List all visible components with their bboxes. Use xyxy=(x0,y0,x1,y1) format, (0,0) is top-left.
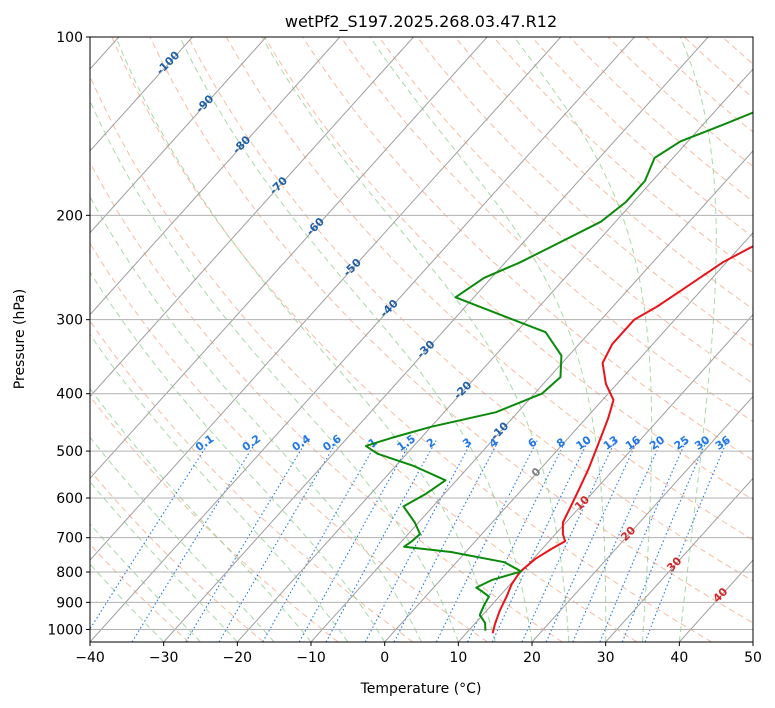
y-tick-label: 100 xyxy=(56,30,83,46)
isotherm-line xyxy=(90,37,194,152)
x-tick-label: 20 xyxy=(523,650,541,666)
moist-adiabat-line xyxy=(179,37,533,642)
isotherm-line xyxy=(162,37,709,642)
y-tick-label: 900 xyxy=(56,595,83,611)
dry-adiabat-line xyxy=(149,37,753,624)
y-tick-label: 200 xyxy=(56,208,83,224)
x-tick-label: 0 xyxy=(380,650,389,666)
mixing-ratio-line xyxy=(599,440,687,642)
moist-adiabat-line xyxy=(90,436,275,642)
isotherm-line xyxy=(236,68,753,642)
x-tick-label: 50 xyxy=(744,650,762,666)
y-tick-label: 800 xyxy=(56,565,83,581)
isotherm-line xyxy=(90,37,415,398)
moist-adiabat-line xyxy=(369,37,607,642)
isotherm-line xyxy=(531,395,753,642)
moist-adiabat-line xyxy=(90,333,349,642)
isotherm-line xyxy=(90,37,267,234)
x-tick-label: 40 xyxy=(670,650,688,666)
isotherm-line xyxy=(90,37,562,561)
plot-frame xyxy=(89,36,754,643)
temperature-profile-line xyxy=(491,245,753,634)
x-tick-label: 30 xyxy=(597,650,615,666)
y-tick-label: 700 xyxy=(56,531,83,547)
mixing-ratio-line xyxy=(325,440,437,642)
moist-adiabat-line xyxy=(90,99,459,642)
x-tick-label: −40 xyxy=(75,650,105,666)
moist-adiabat-line xyxy=(678,37,717,642)
y-axis: 100 200 300 400 500 600 700 800 900 1000 xyxy=(47,30,90,638)
dry-adiabat-line xyxy=(454,37,753,310)
isotherm-line xyxy=(90,37,636,642)
mixing-ratio-line xyxy=(218,440,338,642)
isotherm-line xyxy=(310,150,753,642)
dry-adiabat-line xyxy=(90,161,563,642)
moist-adiabat-line xyxy=(90,271,386,642)
isotherm-line xyxy=(90,37,341,316)
dry-adiabat-line xyxy=(90,469,264,642)
x-tick-label: −10 xyxy=(296,650,326,666)
moist-adiabat-line xyxy=(513,37,653,642)
x-tick-label: 10 xyxy=(449,650,467,666)
mixing-ratio-line xyxy=(262,440,379,642)
mixing-ratio-line xyxy=(521,440,616,642)
x-axis-label: Temperature (°C) xyxy=(360,681,482,697)
y-tick-label: 600 xyxy=(56,491,83,507)
isotherm-line xyxy=(383,231,753,642)
y-tick-label: 300 xyxy=(56,313,83,329)
x-axis: −40 −30 −20 −10 0 10 20 30 40 50 xyxy=(75,642,762,666)
mixing-ratio-line xyxy=(185,440,308,642)
y-tick-label: 1000 xyxy=(47,622,83,638)
mixing-ratio-line xyxy=(545,440,638,642)
mixing-ratio-line xyxy=(572,440,663,642)
y-axis-label: Pressure (hPa) xyxy=(12,289,28,389)
moist-adiabat-line xyxy=(90,481,238,642)
profile-series xyxy=(364,111,753,634)
moist-adiabat-line xyxy=(115,37,496,642)
moist-adiabat-line xyxy=(261,37,570,642)
mixing-ratio-line xyxy=(131,440,258,642)
isotherm-line xyxy=(90,37,488,480)
isotherm-line xyxy=(604,477,753,642)
mixing-ratio-line xyxy=(90,440,211,630)
x-tick-label: −20 xyxy=(223,650,253,666)
pressure-gridlines xyxy=(90,37,753,630)
y-tick-label: 500 xyxy=(56,444,83,460)
mixing-ratio-line xyxy=(467,440,567,642)
isotherm-line xyxy=(457,313,753,642)
dry-adiabat-line xyxy=(90,395,339,642)
dry-adiabat-line xyxy=(90,543,190,642)
mixing-ratio-line xyxy=(435,440,538,642)
background-lines xyxy=(90,37,753,642)
chart-title: wetPf2_S197.2025.268.03.47.R12 xyxy=(285,12,557,32)
mixing-ratio-line xyxy=(298,440,412,642)
y-tick-label: 400 xyxy=(56,387,83,403)
dry-adiabat-line xyxy=(416,37,753,347)
dry-adiabat-line xyxy=(90,242,488,642)
dewpoint-profile-line xyxy=(364,111,753,631)
x-tick-label: −30 xyxy=(149,650,179,666)
